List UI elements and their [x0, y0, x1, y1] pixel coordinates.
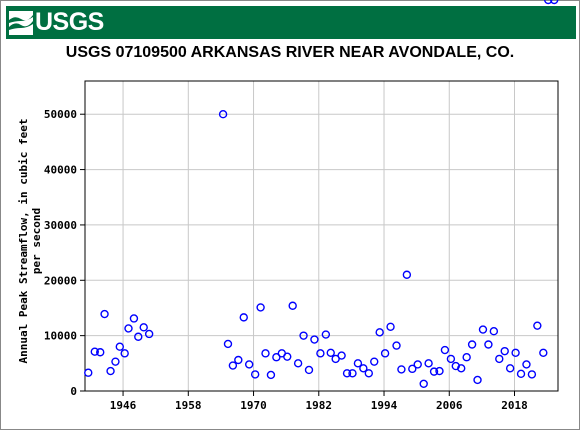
data-point [370, 357, 379, 366]
grid-lines [85, 81, 558, 392]
data-point [359, 364, 368, 373]
data-point [266, 370, 276, 380]
data-point [473, 375, 482, 385]
data-point [462, 353, 471, 362]
y-tick-label: 20000 [44, 274, 77, 287]
data-point [408, 364, 417, 374]
x-tick-label: 1994 [371, 399, 398, 412]
data-point [419, 379, 428, 389]
data-point [484, 340, 493, 349]
data-point [386, 322, 395, 331]
data-point [516, 369, 526, 379]
data-point [478, 325, 488, 334]
usgs-banner: USGS [6, 6, 576, 39]
x-tick-label: 1982 [306, 399, 333, 412]
data-point [316, 349, 325, 358]
axis-ticks: 1946 1958 1970 1982 1994 2006 2018 0 10000 20000 3… [44, 108, 528, 412]
data-point [348, 369, 357, 378]
data-point [100, 309, 109, 319]
y-tick-label: 50000 [44, 108, 77, 121]
data-point [489, 327, 499, 336]
data-point [539, 348, 548, 358]
x-tick-label: 2006 [436, 399, 463, 412]
data-point [90, 347, 99, 356]
data-point [124, 324, 133, 333]
data-point [500, 346, 509, 356]
data-point [527, 370, 537, 379]
data-point [223, 339, 233, 349]
y-tick-label: 40000 [44, 164, 77, 177]
data-point [299, 331, 308, 340]
data-point [106, 366, 115, 376]
data-point [244, 360, 254, 369]
data-point [239, 313, 248, 322]
data-point [326, 348, 335, 358]
y-tick-label: 0 [70, 385, 77, 398]
y-tick-label: 30000 [44, 219, 77, 232]
data-point [522, 360, 531, 369]
data-point [84, 368, 93, 377]
data-point [467, 340, 477, 349]
data-point [139, 323, 148, 332]
data-point [304, 365, 314, 375]
data-point [342, 369, 352, 378]
data-point [457, 364, 466, 373]
data-points [84, 0, 559, 389]
usgs-logo-text: USGS [35, 8, 104, 36]
data-point [234, 355, 243, 365]
data-point [218, 110, 228, 119]
x-tick-label: 1958 [175, 399, 202, 412]
data-point [228, 361, 238, 370]
data-point [495, 354, 504, 364]
plot-area-border [84, 80, 559, 392]
data-point [250, 370, 260, 379]
x-tick-label: 2018 [501, 399, 528, 412]
data-point [321, 330, 331, 339]
data-point [451, 361, 460, 371]
x-tick-label: 1946 [110, 399, 137, 412]
data-point [96, 348, 105, 357]
data-point [375, 328, 384, 337]
usgs-logo[interactable]: USGS [9, 7, 104, 38]
usgs-wave-icon [9, 10, 33, 35]
data-point [511, 348, 520, 358]
data-point [283, 352, 292, 361]
data-point [364, 369, 373, 378]
data-point [392, 341, 401, 350]
data-point [293, 359, 303, 368]
data-point [272, 353, 281, 362]
data-point [288, 301, 297, 310]
data-point [533, 321, 542, 330]
data-point [413, 360, 422, 369]
data-point [256, 303, 265, 312]
data-point [505, 364, 515, 373]
data-point [549, 0, 559, 5]
y-tick-label: 10000 [44, 330, 77, 343]
data-point [402, 270, 412, 279]
data-point [111, 357, 120, 366]
data-point [397, 365, 406, 374]
data-point [134, 332, 143, 341]
data-point [261, 349, 270, 358]
data-point [446, 354, 456, 364]
data-point [129, 314, 139, 323]
data-point [144, 329, 154, 339]
data-point [120, 349, 129, 358]
data-point [353, 359, 363, 368]
data-point [310, 335, 319, 344]
x-tick-label: 1970 [240, 399, 267, 412]
chart-title: USGS 07109500 ARKANSAS RIVER NEAR AVONDA… [65, 44, 515, 61]
data-point [435, 366, 444, 376]
data-point [544, 0, 553, 5]
data-point [115, 342, 124, 351]
data-point [380, 349, 390, 358]
data-point [429, 367, 439, 376]
data-point [440, 345, 450, 355]
data-point [424, 359, 433, 368]
data-point [337, 351, 346, 360]
